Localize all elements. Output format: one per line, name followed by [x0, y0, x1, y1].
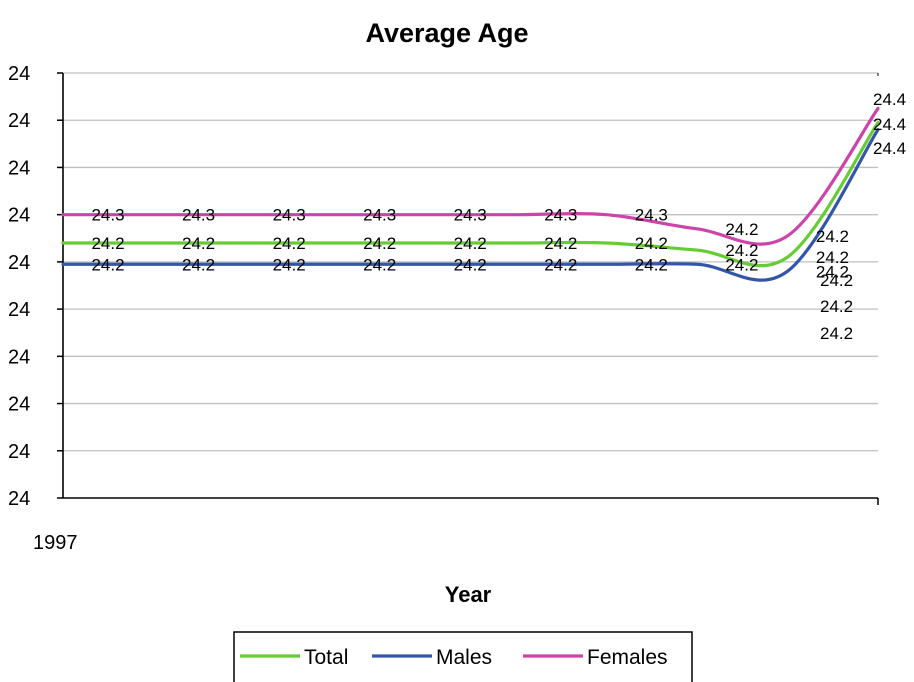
- data-labels: 24.2 24.2 24.2 24.2 24.2 24.2 24.2 24.2 24.224.4…: [91, 90, 906, 343]
- data-label-total: 24.2: [816, 248, 849, 267]
- data-label-females: 24.3: [91, 206, 124, 225]
- data-label-females: 24.3: [635, 206, 668, 225]
- legend-label-total: Total: [304, 646, 348, 669]
- data-label-males: 24.2: [544, 255, 577, 274]
- data-label-total: 24.2: [182, 234, 215, 253]
- data-label-males: 24.2: [635, 255, 668, 274]
- data-label-males: 24.4: [873, 139, 906, 158]
- y-tick-label: 24: [8, 205, 30, 227]
- data-label-total: 24.2: [544, 234, 577, 253]
- x-tick-label: 1997: [33, 532, 78, 554]
- data-label-males: 24.2: [725, 255, 758, 274]
- data-label-total: 24.4: [873, 115, 906, 134]
- series-lines: [61, 106, 880, 282]
- data-label-total: 24.2: [273, 234, 306, 253]
- data-label-males: 24.2: [182, 255, 215, 274]
- data-label-males: 24.2: [454, 255, 487, 274]
- data-label-females: 24.3: [454, 206, 487, 225]
- x-axis-title: Year: [445, 582, 492, 607]
- data-label-females: 24.3: [182, 206, 215, 225]
- data-label-females: 24.2: [816, 227, 849, 246]
- data-label-males: 24.2: [816, 262, 849, 281]
- data-label-extra: 24.2: [820, 297, 853, 316]
- data-label-total: 24.2: [454, 234, 487, 253]
- data-label-total: 24.2: [363, 234, 396, 253]
- y-tick-label: 24: [8, 346, 30, 368]
- series-line-total: [61, 120, 880, 268]
- y-tick-label: 24: [8, 488, 30, 510]
- data-label-total: 24.2: [725, 241, 758, 260]
- y-tick-label: 24: [8, 157, 30, 179]
- chart-title: Average Age: [365, 18, 528, 48]
- legend-box: [233, 631, 693, 682]
- data-label-total: 24.2: [635, 234, 668, 253]
- data-label-females: 24.3: [544, 206, 577, 225]
- data-label-females: 24.3: [273, 206, 306, 225]
- y-tick-label: 24: [8, 110, 30, 132]
- y-tick-label: 24: [8, 394, 30, 416]
- y-tick-label: 24: [8, 299, 30, 321]
- data-label-males: 24.2: [91, 255, 124, 274]
- legend: Total Males Females: [233, 631, 693, 682]
- data-label-extra: 24.2: [820, 324, 853, 343]
- series-line-females: [61, 106, 880, 246]
- data-label-females: 24.3: [363, 206, 396, 225]
- legend-label-males: Males: [436, 646, 492, 669]
- y-tick-label: 24: [8, 252, 30, 274]
- data-label-males: 24.2: [363, 255, 396, 274]
- data-label-females: 24.2: [725, 220, 758, 239]
- data-label-females: 24.4: [873, 90, 906, 109]
- series-line-males: [61, 128, 880, 282]
- y-tick-label: 24: [8, 441, 30, 463]
- data-label-males: 24.2: [273, 255, 306, 274]
- legend-label-females: Females: [587, 646, 668, 669]
- y-tick-label: 24: [8, 63, 30, 85]
- data-label-extra: 24.2: [820, 271, 853, 290]
- data-label-total: 24.2: [91, 234, 124, 253]
